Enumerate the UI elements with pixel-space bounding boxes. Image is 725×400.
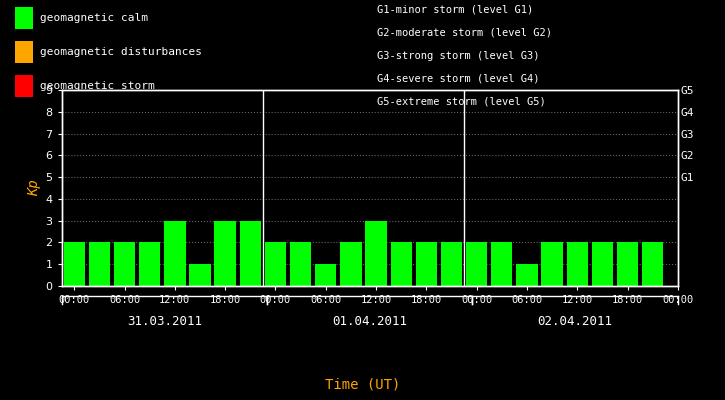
Bar [391,242,412,286]
Y-axis label: Kp: Kp [28,180,41,196]
Bar [542,242,563,286]
Bar [466,242,487,286]
Bar [516,264,538,286]
Bar [315,264,336,286]
Text: 01.04.2011: 01.04.2011 [332,315,407,328]
Text: Time (UT): Time (UT) [325,377,400,391]
Text: 02.04.2011: 02.04.2011 [538,315,613,328]
Text: G3-strong storm (level G3): G3-strong storm (level G3) [377,51,539,61]
Bar [114,242,135,286]
Text: G4-severe storm (level G4): G4-severe storm (level G4) [377,74,539,84]
Text: G1-minor storm (level G1): G1-minor storm (level G1) [377,5,534,15]
Bar [215,221,236,286]
Bar [415,242,437,286]
Bar [592,242,613,286]
Text: geomagnetic disturbances: geomagnetic disturbances [40,47,202,57]
Bar [139,242,160,286]
Bar [642,242,663,286]
Bar [290,242,311,286]
Text: G2-moderate storm (level G2): G2-moderate storm (level G2) [377,28,552,38]
Text: geomagnetic storm: geomagnetic storm [40,81,154,91]
Bar [441,242,462,286]
Bar [64,242,85,286]
Text: 31.03.2011: 31.03.2011 [127,315,202,328]
Text: G5-extreme storm (level G5): G5-extreme storm (level G5) [377,96,546,106]
Bar [617,242,638,286]
Bar [88,242,110,286]
Bar [265,242,286,286]
Text: geomagnetic calm: geomagnetic calm [40,13,148,23]
Bar [566,242,588,286]
Bar [491,242,513,286]
Bar [340,242,362,286]
Bar [164,221,186,286]
Bar [365,221,386,286]
Bar [189,264,211,286]
Bar [239,221,261,286]
